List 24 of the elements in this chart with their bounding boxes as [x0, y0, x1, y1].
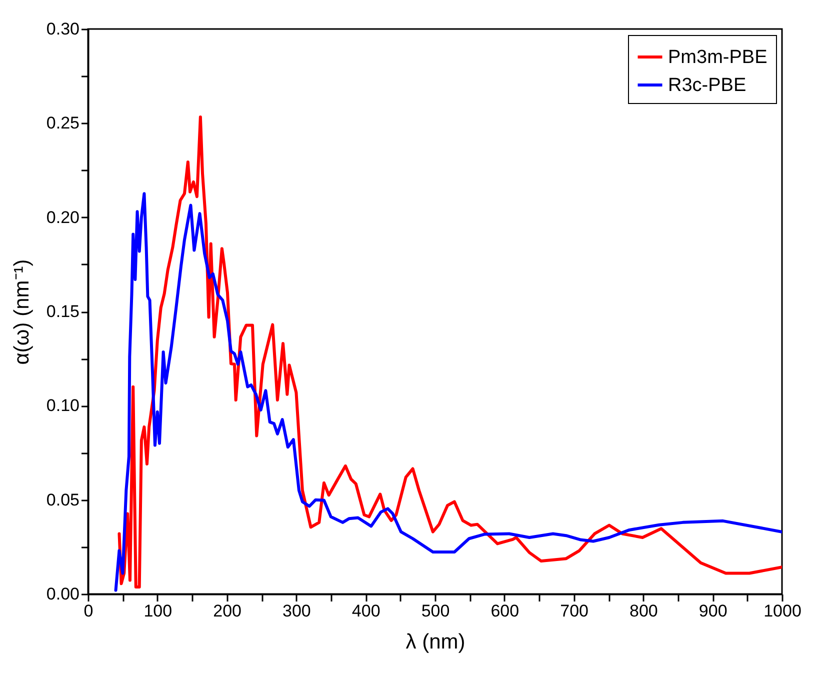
x-tick-label: 1000 — [764, 602, 802, 620]
x-tick-label: 0 — [84, 602, 94, 620]
legend-label: Pm3m-PBE — [668, 47, 768, 68]
y-axis-title: α(ω) (nm⁻¹) — [10, 259, 34, 365]
y-tick-label: 0.05 — [46, 490, 80, 510]
x-tick-label: 700 — [560, 602, 588, 620]
y-tick-label: 0.10 — [46, 396, 80, 416]
x-tick-label: 100 — [144, 602, 172, 620]
x-tick-label: 200 — [213, 602, 242, 620]
y-tick-label: 0.25 — [46, 114, 80, 133]
legend-label: R3c-PBE — [668, 75, 746, 96]
x-tick-label: 900 — [698, 602, 728, 620]
y-tick-label: 0.20 — [46, 208, 80, 227]
y-tick-label: 0.30 — [46, 20, 80, 38]
x-tick-label: 300 — [282, 602, 311, 620]
x-tick-label: 500 — [421, 602, 450, 620]
line-series — [118, 115, 782, 589]
line-series — [114, 192, 782, 592]
x-axis-title: λ (nm) — [406, 630, 466, 654]
y-tick-label: 0.00 — [46, 584, 80, 604]
x-tick-label: 400 — [352, 602, 380, 620]
x-tick-label: 800 — [630, 602, 658, 620]
x-tick-label: 600 — [490, 602, 520, 620]
y-tick-label: 0.15 — [46, 302, 80, 321]
